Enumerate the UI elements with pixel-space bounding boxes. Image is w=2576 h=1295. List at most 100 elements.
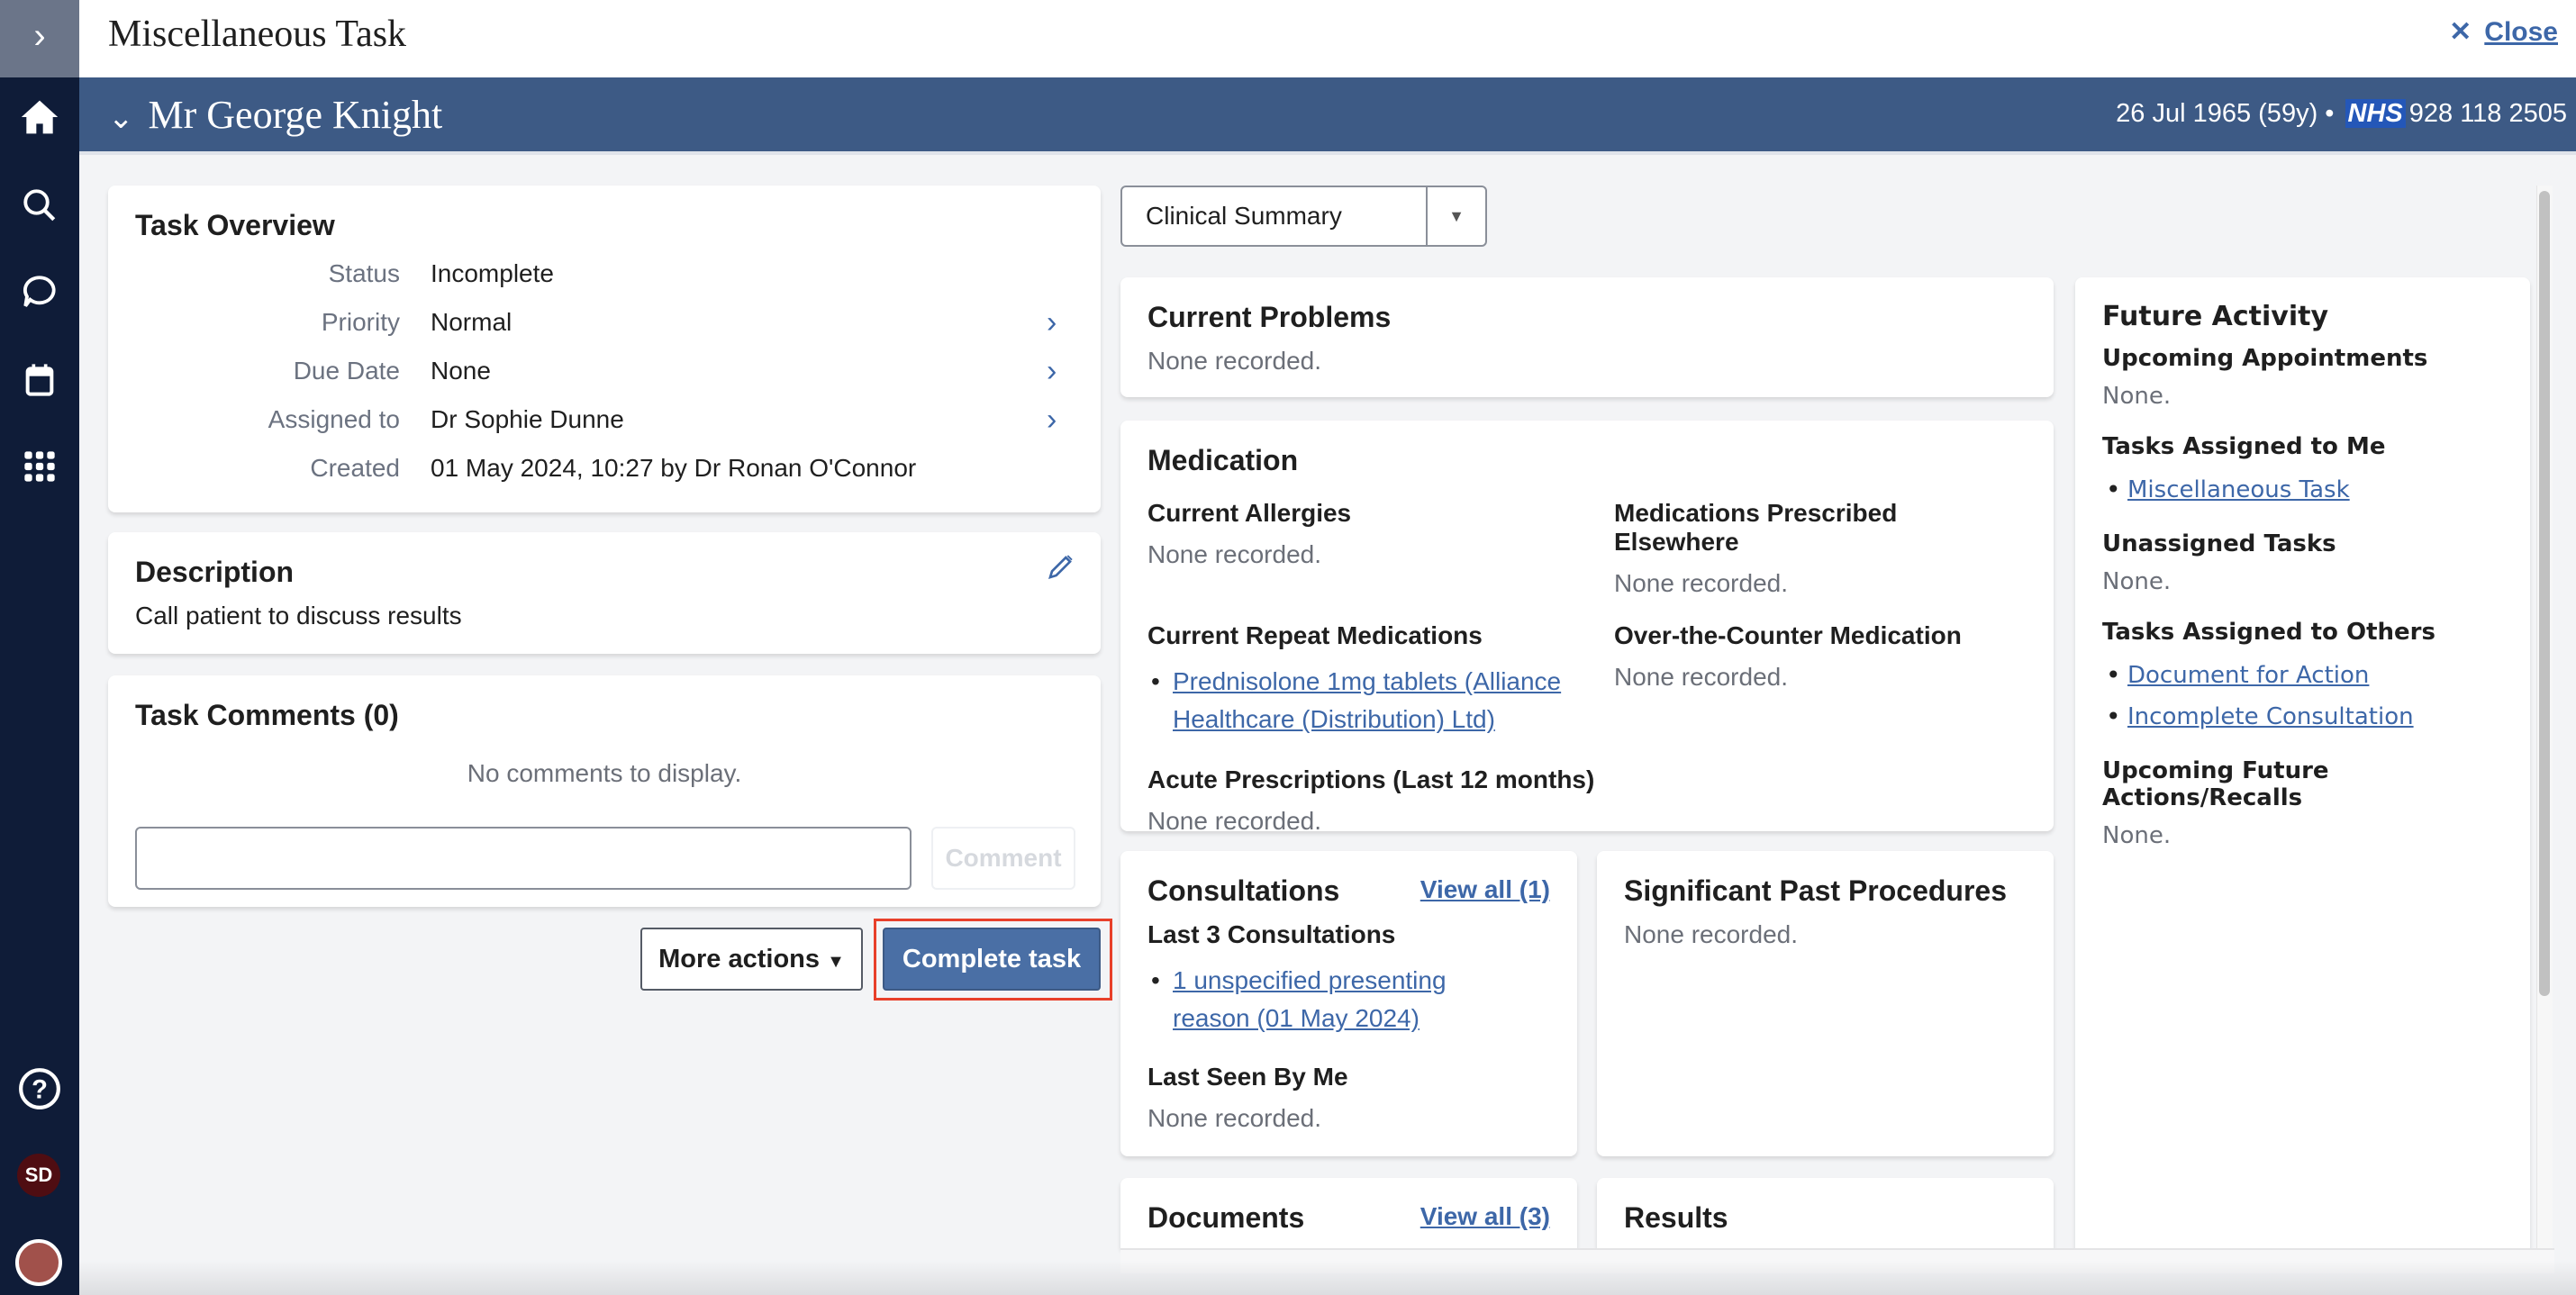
appointments-title: Upcoming Appointments bbox=[2102, 345, 2428, 372]
assigned-others-title: Tasks Assigned to Others bbox=[2102, 619, 2435, 646]
bottom-shadow bbox=[79, 1261, 2576, 1295]
repeat-title: Current Repeat Medications bbox=[1147, 621, 1483, 649]
comment-button[interactable]: Comment bbox=[931, 827, 1075, 890]
consultation-link[interactable]: 1 unspecified presenting reason (01 May … bbox=[1173, 966, 1447, 1032]
help-icon[interactable]: ? bbox=[0, 1066, 79, 1116]
task-overview-card: Task Overview Status Incomplete Priority N… bbox=[108, 186, 1101, 512]
field-value: Dr Sophie Dunne bbox=[431, 405, 624, 433]
svg-text:?: ? bbox=[32, 1075, 48, 1104]
field-value: Incomplete bbox=[431, 259, 554, 287]
calendar-icon[interactable] bbox=[0, 360, 79, 403]
documents-title: Documents bbox=[1147, 1201, 1305, 1234]
caret-down-icon[interactable]: ▼ bbox=[1426, 187, 1485, 245]
repeat-medication-link[interactable]: Prednisolone 1mg tablets (Alliance Healt… bbox=[1173, 667, 1562, 733]
field-label: Due Date bbox=[293, 357, 400, 385]
close-icon: ✕ bbox=[2449, 17, 2472, 47]
medication-card: Medication Current Allergies None recorde… bbox=[1120, 421, 2054, 835]
complete-task-button[interactable]: Complete task bbox=[883, 928, 1101, 991]
procedures-card: Significant Past Procedures None recorde… bbox=[1597, 851, 2054, 1156]
field-value: None bbox=[431, 357, 491, 385]
search-icon[interactable] bbox=[0, 186, 79, 230]
task-link[interactable]: Incomplete Consultation bbox=[2127, 703, 2414, 730]
field-label: Status bbox=[328, 259, 400, 287]
patient-info: 26 Jul 1965 (59y) • NHS 928 118 2505 bbox=[2116, 99, 2567, 128]
consultations-view-all-link[interactable]: View all (1) bbox=[1420, 875, 1550, 903]
apps-grid-icon[interactable] bbox=[0, 448, 79, 489]
nhs-number: 928 118 2505 bbox=[2408, 99, 2567, 128]
field-due-date[interactable]: Due Date None › bbox=[135, 347, 1074, 395]
last-seen-title: Last Seen By Me bbox=[1147, 1063, 1348, 1091]
field-assigned-to[interactable]: Assigned to Dr Sophie Dunne › bbox=[135, 395, 1074, 444]
task-link[interactable]: Miscellaneous Task bbox=[2127, 476, 2350, 503]
documents-view-all-link[interactable]: View all (3) bbox=[1420, 1202, 1550, 1230]
field-label: Assigned to bbox=[268, 405, 400, 433]
scrollbar-thumb[interactable] bbox=[2539, 191, 2550, 996]
home-icon[interactable] bbox=[0, 97, 79, 141]
elsewhere-title: Medications Prescribed Elsewhere bbox=[1614, 499, 1898, 556]
more-actions-label: More actions bbox=[658, 945, 820, 974]
elsewhere-value: None recorded. bbox=[1614, 569, 1789, 597]
current-problems-value: None recorded. bbox=[1147, 347, 1322, 375]
medication-title: Medication bbox=[1147, 444, 1299, 476]
patient-dob: 26 Jul 1965 (59y) bbox=[2116, 99, 2318, 128]
field-priority[interactable]: Priority Normal › bbox=[135, 298, 1074, 347]
no-comments-text: No comments to display. bbox=[467, 759, 742, 787]
patient-name-toggle[interactable]: ⌄ Mr George Knight bbox=[108, 92, 442, 138]
description-card: Description Call patient to discuss resu… bbox=[108, 532, 1101, 654]
task-link[interactable]: Document for Action bbox=[2127, 662, 2370, 689]
title-bar: Miscellaneous Task ✕ Close bbox=[79, 0, 2576, 77]
description-title: Description bbox=[135, 556, 295, 588]
acute-title: Acute Prescriptions (Last 12 months) bbox=[1147, 765, 1595, 793]
otc-value: None recorded. bbox=[1614, 663, 1789, 691]
close-label: Close bbox=[2484, 17, 2558, 47]
results-title: Results bbox=[1624, 1201, 1728, 1234]
otc-title: Over-the-Counter Medication bbox=[1614, 621, 1962, 649]
chevron-right-icon[interactable]: › bbox=[1047, 402, 1057, 437]
patient-name: Mr George Knight bbox=[148, 93, 443, 137]
current-problems-card: Current Problems None recorded. bbox=[1120, 277, 2054, 397]
procedures-title: Significant Past Procedures bbox=[1624, 874, 2008, 907]
description-text: Call patient to discuss results bbox=[135, 602, 462, 629]
current-problems-title: Current Problems bbox=[1147, 301, 1392, 333]
caret-down-icon: ▼ bbox=[827, 952, 845, 972]
assigned-me-title: Tasks Assigned to Me bbox=[2102, 433, 2386, 460]
results-card: Results bbox=[1597, 1178, 2054, 1248]
allergies-title: Current Allergies bbox=[1147, 499, 1352, 527]
task-overview-title: Task Overview bbox=[135, 209, 335, 241]
chevron-down-icon: ⌄ bbox=[108, 101, 134, 135]
procedures-value: None recorded. bbox=[1624, 920, 1799, 948]
messages-icon[interactable] bbox=[0, 273, 79, 315]
consultations-card: Consultations View all (1) Last 3 Consul… bbox=[1120, 851, 1577, 1156]
recalls-value: None. bbox=[2102, 822, 2172, 849]
status-avatar[interactable] bbox=[15, 1239, 62, 1286]
page-title: Miscellaneous Task bbox=[108, 14, 407, 55]
unassigned-title: Unassigned Tasks bbox=[2102, 530, 2336, 557]
nhs-logo: NHS bbox=[2345, 99, 2406, 128]
user-avatar[interactable]: SD bbox=[17, 1154, 60, 1197]
recalls-title: Upcoming Future Actions/Recalls bbox=[2102, 757, 2329, 811]
allergies-value: None recorded. bbox=[1147, 540, 1322, 568]
field-value: 01 May 2024, 10:27 by Dr Ronan O'Connor bbox=[431, 454, 917, 482]
unassigned-value: None. bbox=[2102, 568, 2172, 595]
chevron-right-icon[interactable]: › bbox=[1047, 353, 1057, 388]
sidebar: › ? SD bbox=[0, 0, 79, 1295]
more-actions-button[interactable]: More actions ▼ bbox=[640, 928, 863, 991]
comment-input[interactable] bbox=[135, 827, 912, 890]
comments-title: Task Comments (0) bbox=[135, 699, 399, 731]
chevron-right-icon[interactable]: › bbox=[1047, 304, 1057, 340]
last3-title: Last 3 Consultations bbox=[1147, 920, 1396, 948]
highlight-box bbox=[874, 919, 1112, 1001]
field-status: Status Incomplete bbox=[135, 249, 1074, 298]
sidebar-expand-button[interactable]: › bbox=[0, 0, 79, 77]
consultations-title: Consultations bbox=[1147, 874, 1340, 907]
acute-value: None recorded. bbox=[1147, 807, 1322, 835]
field-created: Created 01 May 2024, 10:27 by Dr Ronan O'… bbox=[135, 444, 1074, 493]
patient-banner: ⌄ Mr George Knight 26 Jul 1965 (59y) • NH… bbox=[79, 77, 2576, 155]
appointments-value: None. bbox=[2102, 383, 2172, 410]
view-select[interactable]: Clinical Summary ▼ bbox=[1120, 186, 1487, 247]
edit-pencil-icon[interactable] bbox=[1047, 552, 1075, 585]
last-seen-value: None recorded. bbox=[1147, 1104, 1322, 1132]
documents-card: Documents View all (3) bbox=[1120, 1178, 1577, 1248]
close-button[interactable]: ✕ Close bbox=[2449, 16, 2558, 48]
field-label: Priority bbox=[321, 308, 400, 336]
